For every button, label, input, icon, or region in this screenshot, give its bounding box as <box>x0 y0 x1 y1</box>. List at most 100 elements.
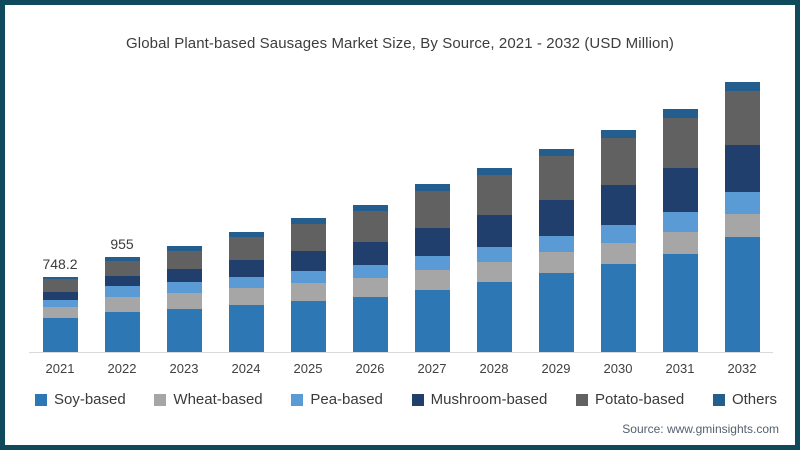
segment-pea-based-2032 <box>724 192 760 215</box>
stacked-bar-2021 <box>42 277 78 352</box>
bar-column-2024 <box>215 72 277 352</box>
legend: Soy-based Wheat-based Pea-based Mushroom-ba… <box>35 391 777 408</box>
segment-mushroom-based-2028 <box>476 215 512 247</box>
segment-pea-based-2025 <box>290 271 326 284</box>
segment-mushroom-based-2032 <box>724 144 760 193</box>
data-label-2021: 748.2 <box>42 256 78 273</box>
segment-potato-based-2021 <box>42 279 78 293</box>
stacked-bar-2027 <box>414 184 450 352</box>
segment-soy-based-2022 <box>104 312 140 352</box>
bar-column-2025 <box>277 72 339 352</box>
segment-potato-based-2032 <box>724 91 760 145</box>
segment-potato-based-2025 <box>290 224 326 252</box>
bar-column-2029 <box>525 72 587 352</box>
stacked-bar-2031 <box>662 108 698 352</box>
segment-potato-based-2022 <box>104 260 140 277</box>
segment-wheat-based-2021 <box>42 306 78 319</box>
plot-area: 748.2 955 <box>29 72 773 353</box>
source-text: Source: www.gminsights.com <box>622 422 779 436</box>
segment-pea-based-2031 <box>662 211 698 232</box>
segment-mushroom-based-2021 <box>42 292 78 301</box>
segment-pea-based-2023 <box>166 282 202 293</box>
x-tick-2030: 2030 <box>603 361 633 376</box>
segment-others-2027 <box>414 184 450 191</box>
segment-pea-based-2030 <box>600 224 636 243</box>
segment-others-2028 <box>476 167 512 175</box>
stacked-bar-2029 <box>538 148 574 352</box>
segment-soy-based-2031 <box>662 253 698 352</box>
legend-item-soy-based: Soy-based <box>35 391 126 408</box>
segment-mushroom-based-2027 <box>414 227 450 256</box>
segment-mushroom-based-2026 <box>352 242 388 266</box>
segment-pea-based-2022 <box>104 286 140 297</box>
legend-label: Soy-based <box>54 391 126 408</box>
x-axis: 2021 2022 2023 2024 2025 2026 2027 2028 2029 2030… <box>29 361 773 376</box>
segment-potato-based-2030 <box>600 138 636 186</box>
bar-column-2032 <box>711 72 773 352</box>
segment-potato-based-2031 <box>662 117 698 169</box>
x-tick-2021: 2021 <box>45 361 75 376</box>
segment-others-2021 <box>42 277 78 280</box>
segment-potato-based-2028 <box>476 174 512 216</box>
segment-soy-based-2027 <box>414 289 450 352</box>
segment-soy-based-2024 <box>228 305 264 352</box>
segment-others-2022 <box>104 256 140 261</box>
legend-item-others: Others <box>712 391 777 408</box>
segment-potato-based-2029 <box>538 156 574 201</box>
x-tick-2025: 2025 <box>293 361 323 376</box>
bar-column-2027 <box>401 72 463 352</box>
segment-mushroom-based-2030 <box>600 185 636 225</box>
legend-label: Others <box>731 391 777 408</box>
legend-item-wheat-based: Wheat-based <box>154 391 263 408</box>
segment-wheat-based-2023 <box>166 293 202 309</box>
x-tick-2022: 2022 <box>107 361 137 376</box>
x-tick-2029: 2029 <box>541 361 571 376</box>
segment-pea-based-2021 <box>42 300 78 307</box>
segment-others-2026 <box>352 204 388 212</box>
segment-pea-based-2024 <box>228 276 264 288</box>
segment-wheat-based-2022 <box>104 296 140 313</box>
segment-potato-based-2026 <box>352 211 388 243</box>
segment-pea-based-2028 <box>476 246 512 262</box>
segment-soy-based-2023 <box>166 309 202 352</box>
segment-others-2024 <box>228 231 264 238</box>
segment-soy-based-2029 <box>538 273 574 352</box>
chart-title: Global Plant-based Sausages Market Size,… <box>126 35 674 52</box>
segment-others-2029 <box>538 148 574 157</box>
x-tick-2026: 2026 <box>355 361 385 376</box>
segment-others-2023 <box>166 245 202 251</box>
segment-others-2025 <box>290 218 326 225</box>
legend-item-mushroom-based: Mushroom-based <box>411 391 547 408</box>
x-tick-2031: 2031 <box>665 361 695 376</box>
legend-swatch-icon <box>411 393 424 406</box>
bar-column-2028 <box>463 72 525 352</box>
x-tick-2023: 2023 <box>169 361 199 376</box>
segment-soy-based-2025 <box>290 301 326 352</box>
segment-wheat-based-2030 <box>600 242 636 264</box>
stacked-bar-2026 <box>352 204 388 352</box>
stacked-bar-2022 <box>104 256 140 352</box>
segment-potato-based-2027 <box>414 190 450 228</box>
x-tick-2024: 2024 <box>231 361 261 376</box>
legend-swatch-icon <box>35 393 47 406</box>
segment-mushroom-based-2023 <box>166 269 202 283</box>
bar-column-2021: 748.2 <box>29 72 91 352</box>
segment-wheat-based-2025 <box>290 283 326 301</box>
legend-item-potato-based: Potato-based <box>576 391 684 408</box>
segment-wheat-based-2024 <box>228 288 264 305</box>
stacked-bar-2024 <box>228 231 264 352</box>
stacked-bar-2032 <box>724 81 760 352</box>
segment-others-2031 <box>662 108 698 118</box>
segment-wheat-based-2028 <box>476 261 512 282</box>
segment-soy-based-2030 <box>600 264 636 352</box>
stacked-bar-2030 <box>600 129 636 352</box>
bar-column-2031 <box>649 72 711 352</box>
x-tick-2028: 2028 <box>479 361 509 376</box>
bar-column-2030 <box>587 72 649 352</box>
legend-item-pea-based: Pea-based <box>291 391 383 408</box>
segment-potato-based-2023 <box>166 250 202 270</box>
legend-swatch-icon <box>291 393 304 406</box>
segment-mushroom-based-2024 <box>228 260 264 277</box>
segment-soy-based-2028 <box>476 282 512 352</box>
segment-potato-based-2024 <box>228 237 264 261</box>
